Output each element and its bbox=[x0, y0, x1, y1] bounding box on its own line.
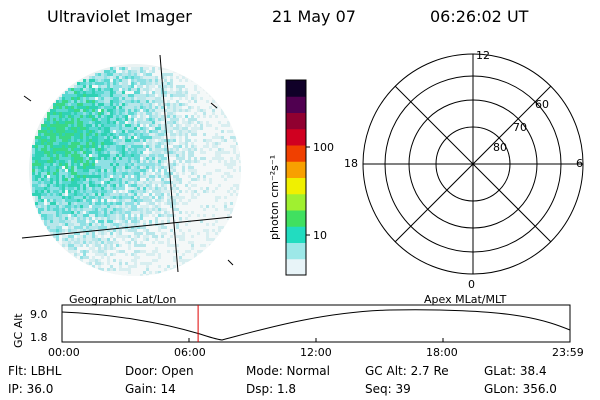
colorbar-swatch bbox=[286, 226, 306, 243]
mlat-label-70: 70 bbox=[513, 121, 527, 134]
polar-grid bbox=[362, 53, 584, 275]
seq-status: Seq: 39 bbox=[365, 382, 411, 396]
grid-tick bbox=[23, 95, 32, 102]
gain-status: Gain: 14 bbox=[125, 382, 176, 396]
xtick-label-1200: 12:00 bbox=[300, 346, 332, 359]
timeline-ytick-top: 9.0 bbox=[30, 308, 48, 321]
app-title: Ultraviolet Imager bbox=[47, 7, 192, 26]
colorbar-swatch bbox=[286, 80, 306, 97]
observation-time: 06:26:02 UT bbox=[430, 7, 529, 26]
mode-status: Mode: Normal bbox=[246, 364, 330, 378]
colorbar-swatch bbox=[286, 112, 306, 130]
gc-altitude-curve bbox=[61, 309, 571, 341]
colorbar-swatch bbox=[286, 210, 306, 227]
grid-tick bbox=[210, 102, 218, 109]
glon-status: GLon: 356.0 bbox=[484, 382, 557, 396]
xtick-label-0600: 06:00 bbox=[174, 346, 206, 359]
colorbar-unit-label: photon cm⁻²s⁻¹ bbox=[268, 155, 281, 240]
colorbar-tick-label: 10 bbox=[313, 229, 327, 242]
observation-date: 21 May 07 bbox=[272, 7, 356, 26]
glat-status: GLat: 38.4 bbox=[484, 364, 547, 378]
mlt-label-6: 6 bbox=[576, 157, 583, 170]
door-status: Door: Open bbox=[125, 364, 194, 378]
gc-alt-status: GC Alt: 2.7 Re bbox=[365, 364, 449, 378]
timeline-right-title: Apex MLat/MLT bbox=[424, 293, 507, 306]
colorbar-swatch bbox=[286, 96, 306, 113]
colorbar-swatch bbox=[286, 161, 306, 178]
timeline-xticks bbox=[61, 338, 571, 342]
timeline-ylabel: GC Alt bbox=[12, 313, 25, 348]
colorbar-swatches bbox=[286, 80, 306, 276]
colorbar-swatch bbox=[286, 145, 306, 162]
grid-tick bbox=[227, 259, 234, 266]
xtick-label-1800: 18:00 bbox=[426, 346, 458, 359]
mlat-label-60: 60 bbox=[535, 98, 549, 111]
colorbar-swatch bbox=[286, 258, 306, 276]
colorbar-tick-label: 100 bbox=[313, 141, 334, 154]
dsp-status: Dsp: 1.8 bbox=[246, 382, 297, 396]
mlt-label-12: 12 bbox=[476, 49, 490, 62]
timeline-ytick-bottom: 1.8 bbox=[30, 331, 48, 344]
colorbar-swatch bbox=[286, 193, 306, 211]
colorbar: 100 10 photon cm⁻²s⁻¹ bbox=[268, 79, 334, 276]
mlt-label-0: 0 bbox=[468, 278, 475, 291]
longitude-line bbox=[159, 54, 179, 273]
timeline-left-title: Geographic Lat/Lon bbox=[69, 293, 176, 306]
colorbar-swatch bbox=[286, 128, 306, 146]
colorbar-swatch bbox=[286, 242, 306, 260]
xtick-label-0000: 00:00 bbox=[48, 346, 80, 359]
uv-image-disc bbox=[21, 54, 241, 276]
polar-meridian bbox=[394, 85, 552, 243]
latitude-line bbox=[21, 216, 233, 239]
uv-image-pixels bbox=[32, 67, 241, 276]
ip-status: IP: 36.0 bbox=[8, 382, 54, 396]
orbit-timeline: Geographic Lat/Lon Apex MLat/MLT GC Alt … bbox=[12, 293, 571, 348]
timeline-frame bbox=[61, 304, 571, 343]
mlat-label-80: 80 bbox=[493, 141, 507, 154]
filter-status: Flt: LBHL bbox=[8, 364, 62, 378]
colorbar-swatch bbox=[286, 177, 306, 195]
xtick-label-2359: 23:59 bbox=[552, 346, 584, 359]
mlt-label-18: 18 bbox=[344, 157, 358, 170]
